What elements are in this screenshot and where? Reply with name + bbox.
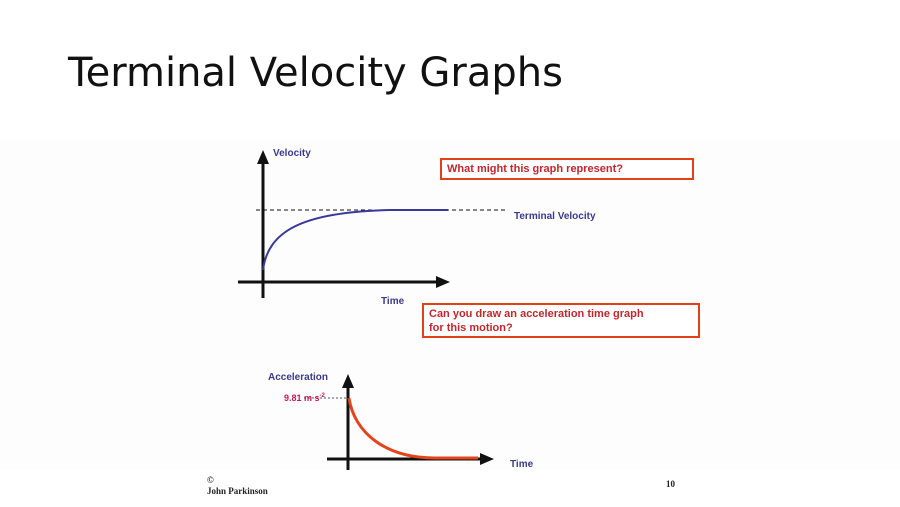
acceleration-x-label: Time [510,459,534,470]
acceleration-y-arrowhead [342,374,354,388]
acceleration-y-label: Acceleration [268,372,328,383]
velocity-curve [262,209,448,271]
page-number: 10 [666,479,675,489]
acceleration-x-arrowhead [480,453,494,465]
velocity-x-arrowhead [436,276,450,288]
question-text-line-1: Can you draw an acceleration time graph [429,308,644,320]
start-value-label: 9.81 m s-2 [284,393,326,403]
copyright-symbol: © [207,475,214,485]
velocity-graph: Velocity Time Terminal Velocity [238,148,596,307]
acceleration-curve [347,397,478,460]
question-text: What might this graph represent? [447,163,624,175]
velocity-y-label: Velocity [273,148,311,159]
velocity-y-arrowhead [257,150,269,164]
question-text-line-2: for this motion? [429,322,513,334]
question-box-graph-meaning: What might this graph represent? [440,158,694,180]
slide-title: Terminal Velocity Graphs [68,50,563,96]
terminal-velocity-label: Terminal Velocity [514,211,596,222]
velocity-x-label: Time [381,296,405,307]
question-box-draw-acceleration: Can you draw an acceleration time graph … [422,303,700,338]
acceleration-graph: Acceleration Time 9.81 m s-2 [268,372,534,470]
author-name: John Parkinson [207,486,268,496]
